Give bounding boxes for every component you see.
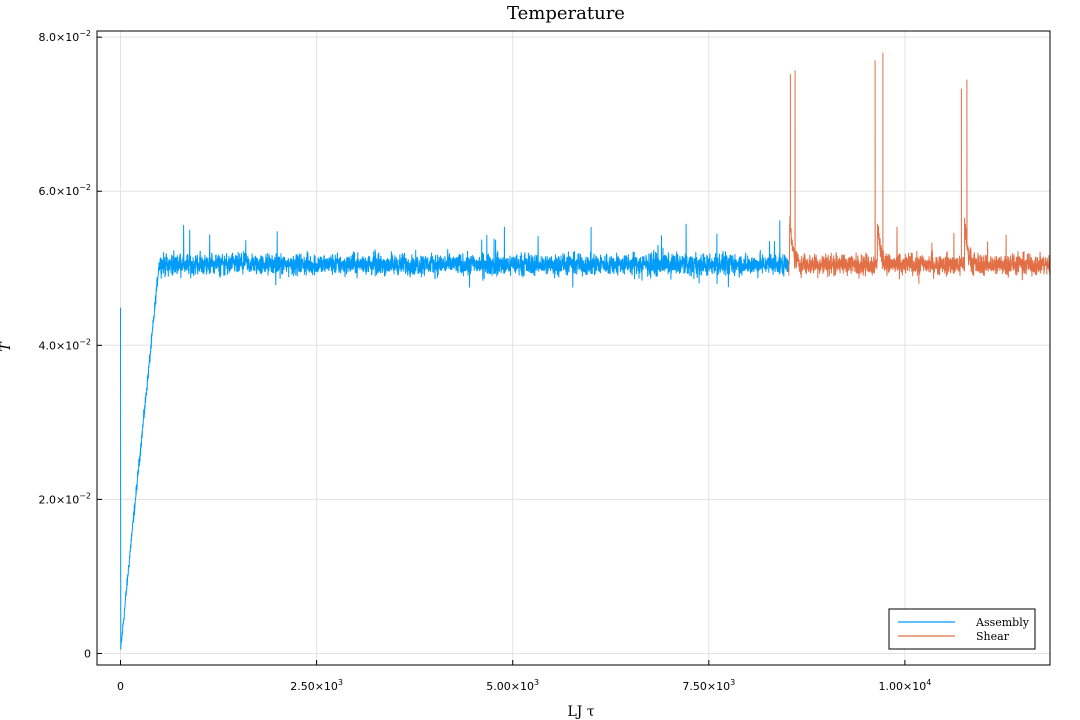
y-axis-label: T — [0, 341, 14, 352]
x-tick-label: 7.50×103 — [682, 678, 735, 693]
ticks: 0 2.50×103 5.00×103 7.50×103 1.00×104 0 2.0×10… — [38, 29, 931, 693]
chart-title: Temperature — [507, 3, 625, 24]
y-tick-label: 0 — [84, 647, 91, 660]
x-tick-label: 1.00×104 — [878, 678, 931, 693]
x-tick-label: 5.00×103 — [486, 678, 539, 693]
legend-label-shear: Shear — [976, 630, 1010, 643]
y-tick-label: 4.0×10−2 — [38, 337, 91, 352]
x-tick-label: 2.50×103 — [290, 678, 343, 693]
y-tick-label: 6.0×10−2 — [38, 183, 91, 198]
y-tick-label: 2.0×10−2 — [38, 491, 91, 506]
y-tick-label: 8.0×10−2 — [38, 29, 91, 44]
grid — [97, 31, 1050, 665]
x-axis-label: LJ τ — [567, 704, 594, 720]
x-tick-label: 0 — [117, 680, 124, 693]
legend-box — [888, 608, 1036, 650]
series-assembly-line — [120, 220, 790, 650]
series-layer — [120, 52, 1051, 650]
legend-label-assembly: Assembly — [975, 616, 1030, 629]
series-shear-line — [788, 52, 1051, 284]
plot-frame — [96, 30, 1051, 666]
